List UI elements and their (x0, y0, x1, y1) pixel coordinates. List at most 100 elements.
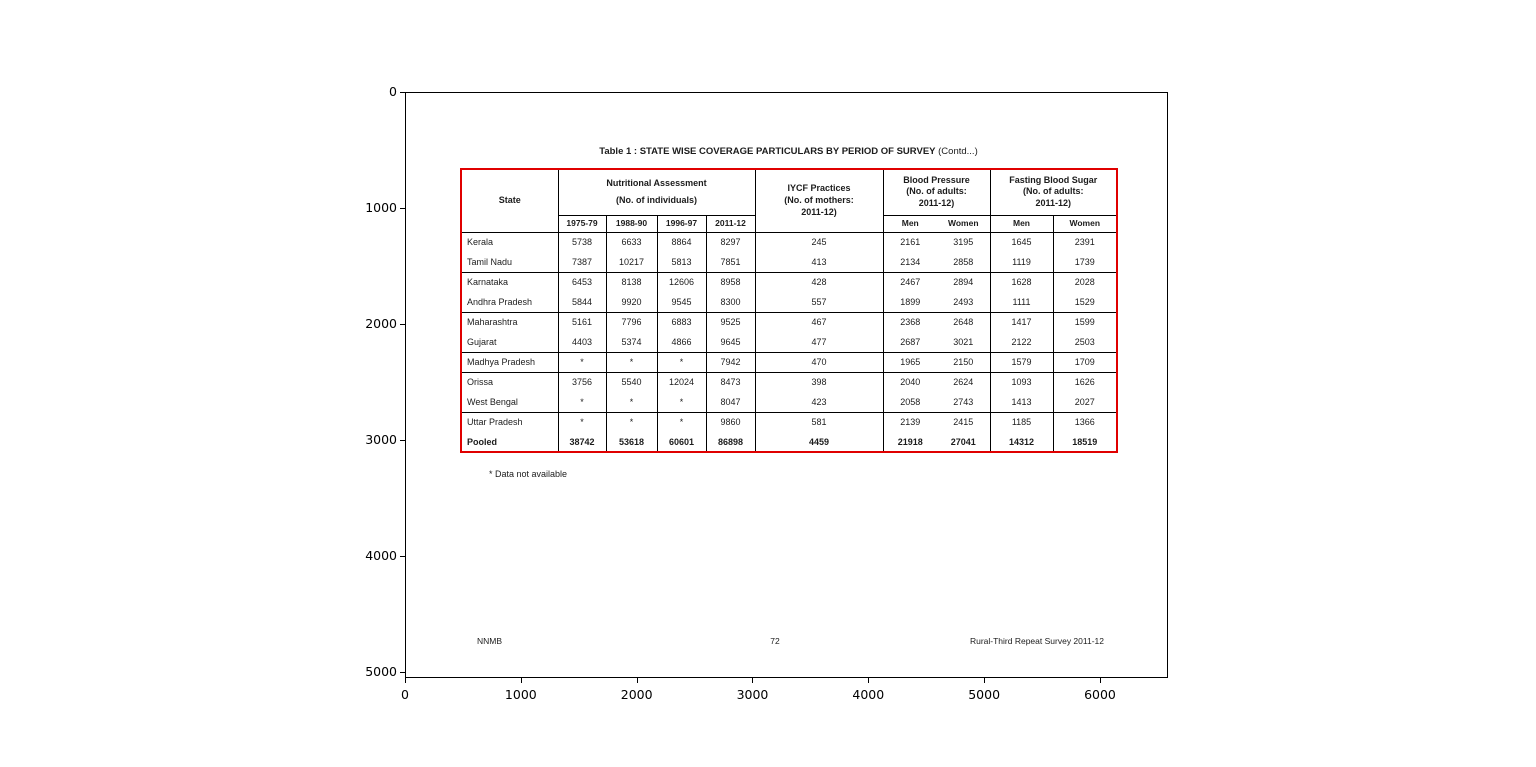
value-cell: 2161 (882, 231, 937, 252)
value-cell: 21918 (882, 432, 937, 452)
value-cell: 423 (754, 392, 883, 412)
x-tick-mark (752, 678, 754, 683)
y-tick-label: 3000 (365, 432, 397, 447)
value-cell: 8958 (705, 271, 755, 292)
value-cell: 1111 (989, 292, 1053, 312)
table-row: Andhra Pradesh 5844 9920 9545 8300 557 1899 249… (461, 292, 1117, 312)
value-cell: 8864 (656, 231, 706, 252)
value-cell: 1628 (989, 271, 1053, 292)
header-year-1996-97: 1996-97 (656, 214, 706, 232)
value-cell: * (656, 351, 706, 372)
value-cell: 2368 (882, 311, 937, 332)
value-cell: 4403 (557, 332, 606, 352)
footnote: * Data not available (489, 469, 568, 479)
value-cell: 9645 (705, 332, 755, 352)
value-cell: 60601 (656, 432, 706, 452)
y-tick-mark (400, 440, 405, 441)
value-cell: 3021 (953, 336, 974, 347)
page-number: 72 (770, 636, 780, 646)
value-cell: 12606 (656, 271, 706, 292)
y-tick-label: 0 (389, 84, 397, 99)
table-row: Kerala 5738 6633 8864 8297 245 2161 3195 1645 239… (461, 231, 1117, 252)
state-cell: Uttar Pradesh (461, 411, 558, 432)
value-cell: 8473 (705, 371, 755, 392)
y-tick-label: 4000 (365, 548, 397, 563)
table-row: Karnataka 6453 8138 12606 8958 428 2467 2894 162… (461, 271, 1117, 292)
value-cell: 2503 (1052, 332, 1117, 352)
footer-survey-name: Rural-Third Repeat Survey 2011-12 (969, 636, 1104, 646)
state-cell: Andhra Pradesh (467, 296, 533, 307)
x-tick-mark (405, 678, 406, 683)
coverage-table: State Nutritional Assessment (No. of ind… (460, 168, 1118, 453)
state-cell: Tamil Nadu (467, 256, 513, 267)
value-cell: 5161 (557, 311, 606, 332)
value-cell: 2743 (953, 396, 974, 407)
x-tick-label: 3000 (736, 687, 769, 702)
value-cell: 2027 (1052, 392, 1117, 412)
value-cell: * (605, 411, 657, 432)
value-cell: 8297 (705, 231, 755, 252)
header-blood-pressure: Blood Pressure (No. of adults: 2011-12) (882, 169, 990, 215)
x-tick-label: 1000 (504, 687, 537, 702)
value-cell: * (656, 392, 706, 412)
value-cell: 6453 (557, 271, 606, 292)
value-cell: 1366 (1052, 411, 1117, 432)
value-cell: 10217 (605, 252, 657, 272)
header-fbs-women: Women (1052, 214, 1117, 232)
header-iycf-practices: IYCF Practices (No. of mothers: 2011-12) (754, 169, 883, 232)
header-nutritional-assessment: Nutritional Assessment (No. of individua… (557, 169, 755, 215)
x-tick-mark (520, 678, 522, 683)
value-cell: 2894 (937, 271, 990, 292)
header-year-2011-12: 2011-12 (705, 214, 755, 232)
value-cell: 1579 (989, 351, 1053, 372)
value-cell: 5540 (605, 371, 657, 392)
value-cell: 1626 (1052, 371, 1117, 392)
value-cell: 8300 (705, 292, 755, 312)
x-tick-mark (1099, 678, 1101, 683)
value-cell: 5844 (557, 292, 606, 312)
value-cell: 1645 (989, 231, 1053, 252)
document-title: Table 1 : STATE WISE COVERAGE PARTICULAR… (460, 146, 1117, 157)
value-cell: 2648 (937, 311, 990, 332)
table-row: Uttar Pradesh * * * 9860 581 2139 2415 1185 1366 (461, 411, 1117, 432)
table-row: Gujarat 4403 5374 4866 9645 477 2687 3021 2122 25… (461, 332, 1117, 352)
value-cell: 7387 (557, 252, 606, 272)
value-cell: 1529 (1052, 292, 1117, 312)
x-tick-label: 6000 (1084, 687, 1116, 702)
value-cell: 398 (754, 371, 883, 392)
footer-organization: NNMB (477, 636, 503, 646)
value-cell: 1185 (989, 411, 1053, 432)
header-year-1988-90: 1988-90 (605, 214, 657, 232)
value-cell: 2687 (882, 332, 937, 352)
value-cell: 413 (754, 252, 883, 272)
state-cell: Maharashtra (461, 311, 558, 332)
value-cell: 4459 (754, 432, 883, 452)
value-cell: 2415 (937, 411, 990, 432)
value-cell: 581 (754, 411, 883, 432)
y-tick-label: 2000 (365, 316, 397, 331)
value-cell: 5813 (656, 252, 706, 272)
value-cell: 53618 (605, 432, 657, 452)
value-cell: 2150 (937, 351, 990, 372)
value-cell: * (656, 411, 706, 432)
header-year-1975-79: 1975-79 (557, 214, 606, 232)
table-row: Tamil Nadu 7387 10217 5813 7851 413 2134 2858 11… (461, 252, 1117, 272)
y-tick-label: 1000 (365, 200, 397, 215)
value-cell: 1599 (1052, 311, 1117, 332)
value-cell: 86898 (705, 432, 755, 452)
value-cell: 428 (754, 271, 883, 292)
value-cell: 9860 (705, 411, 755, 432)
value-cell: 1119 (989, 252, 1053, 272)
x-tick-mark (984, 678, 986, 683)
value-cell: 5738 (557, 231, 606, 252)
x-tick-label: 4000 (852, 687, 885, 702)
value-cell: 2122 (989, 332, 1053, 352)
value-cell: 9525 (705, 311, 755, 332)
y-tick-mark (400, 92, 405, 93)
value-cell: 18519 (1052, 432, 1117, 452)
value-cell: 2058 (882, 392, 937, 412)
y-tick-mark (400, 672, 405, 673)
state-cell: Madhya Pradesh (461, 351, 558, 372)
value-cell: 4866 (656, 332, 706, 352)
